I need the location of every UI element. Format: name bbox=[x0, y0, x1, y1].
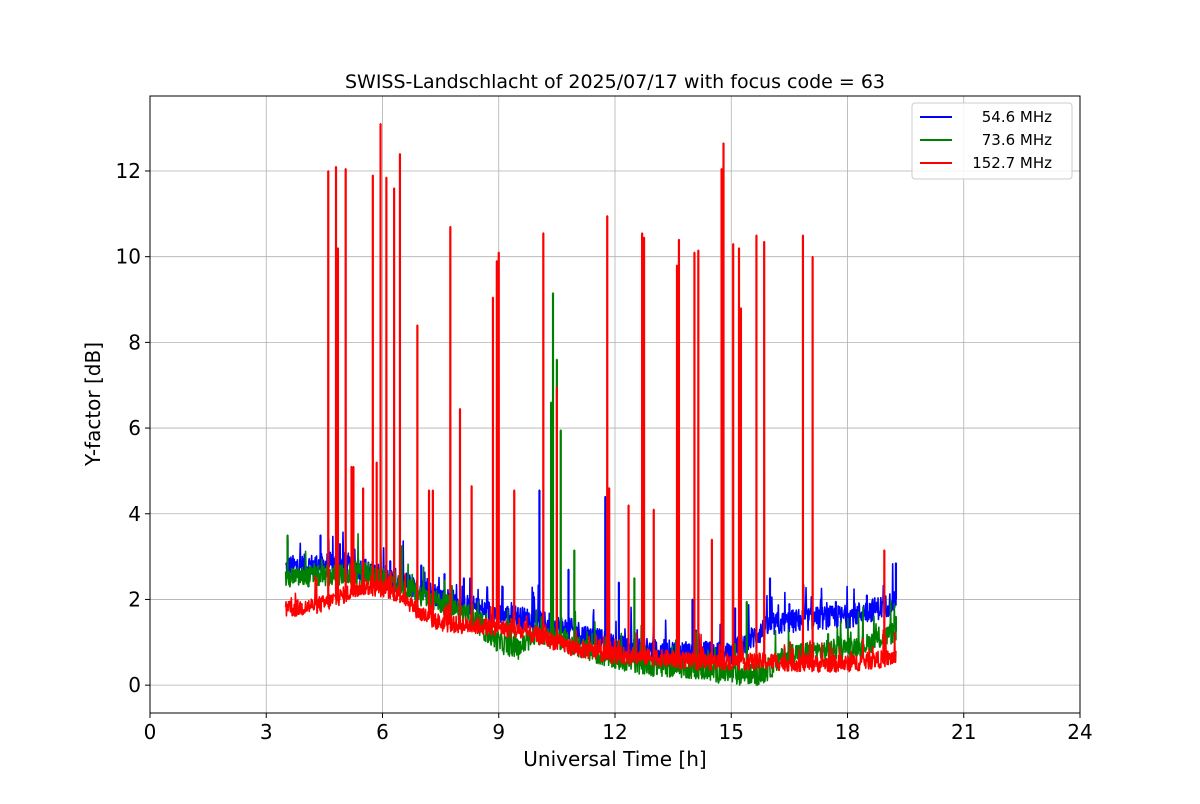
x-tick-label: 9 bbox=[492, 720, 505, 744]
series-2 bbox=[284, 123, 897, 673]
legend-box bbox=[911, 102, 1073, 180]
x-tick-label: 24 bbox=[1067, 720, 1092, 744]
y-tick-label: 6 bbox=[128, 416, 141, 440]
y-tick-label: 12 bbox=[116, 159, 141, 183]
series-0 bbox=[285, 489, 898, 666]
x-axis: 0 3 6 9 12 15 18 21 24 bbox=[144, 713, 1093, 744]
y-axis-label: Y-factor [dB] bbox=[81, 342, 105, 467]
x-tick-label: 15 bbox=[719, 720, 744, 744]
series-line bbox=[285, 489, 897, 666]
x-tick-label: 3 bbox=[260, 720, 273, 744]
x-tick-label: 0 bbox=[144, 720, 157, 744]
y-axis: 0 2 4 6 8 10 12 bbox=[116, 159, 150, 697]
y-tick-label: 10 bbox=[116, 245, 141, 269]
legend-label: 73.6 MHz bbox=[982, 131, 1052, 149]
x-tick-label: 21 bbox=[951, 720, 976, 744]
x-tick-label: 18 bbox=[835, 720, 860, 744]
series-line bbox=[284, 123, 897, 673]
x-tick-label: 6 bbox=[376, 720, 389, 744]
legend-label: 54.6 MHz bbox=[982, 108, 1052, 126]
legend: 54.6 MHz 73.6 MHz 152.7 MHz bbox=[911, 102, 1073, 180]
legend-label: 152.7 MHz bbox=[972, 154, 1052, 172]
y-tick-label: 8 bbox=[128, 330, 141, 354]
y-tick-label: 2 bbox=[128, 587, 141, 611]
chart-title: SWISS-Landschlacht of 2025/07/17 with fo… bbox=[345, 71, 885, 93]
series-layer bbox=[284, 123, 898, 686]
x-tick-label: 12 bbox=[602, 720, 627, 744]
y-tick-label: 4 bbox=[128, 502, 141, 526]
y-tick-label: 0 bbox=[128, 673, 141, 697]
x-axis-label: Universal Time [h] bbox=[523, 747, 706, 771]
